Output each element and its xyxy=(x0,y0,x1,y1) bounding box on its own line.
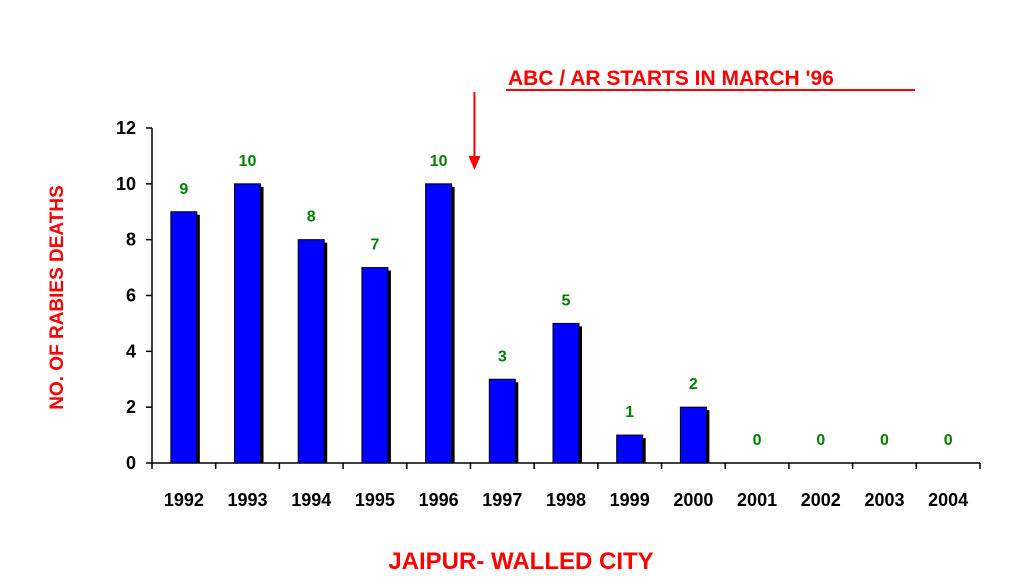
data-label: 8 xyxy=(307,209,316,226)
x-tick-label: 1997 xyxy=(482,490,522,510)
bar xyxy=(552,322,580,464)
data-label: 5 xyxy=(562,292,571,309)
bar xyxy=(234,183,262,464)
bar xyxy=(488,378,516,464)
x-tick-label: 1992 xyxy=(164,490,204,510)
x-tick-label: 2002 xyxy=(801,490,841,510)
data-label: 0 xyxy=(944,432,953,449)
data-label: 9 xyxy=(179,181,188,198)
annotation-arrow-head xyxy=(468,156,481,170)
x-ticks: 1992 1993 1994 1995 1996 1997 1998 1999 2000 2001… xyxy=(151,463,981,510)
x-tick-label: 2003 xyxy=(864,490,904,510)
x-tick-label: 1993 xyxy=(228,490,268,510)
y-tick-label: 0 xyxy=(126,453,136,473)
data-label: 3 xyxy=(498,348,507,365)
bar xyxy=(170,211,198,464)
y-ticks: 0 2 4 6 8 10 12 xyxy=(116,118,152,473)
data-label: 0 xyxy=(753,432,762,449)
bar xyxy=(679,406,707,464)
data-label: 0 xyxy=(816,432,825,449)
x-tick-label: 1998 xyxy=(546,490,586,510)
y-tick-label: 2 xyxy=(126,397,136,417)
y-tick-label: 8 xyxy=(126,230,136,250)
data-label: 10 xyxy=(430,153,448,170)
x-tick-label: 2000 xyxy=(673,490,713,510)
y-tick-label: 12 xyxy=(116,118,136,138)
y-axis-title: NO. OF RABIES DEATHS xyxy=(47,185,68,410)
data-label: 0 xyxy=(880,432,889,449)
data-label: 1 xyxy=(625,404,634,421)
x-tick-label: 1999 xyxy=(610,490,650,510)
bar xyxy=(425,183,453,464)
y-tick-label: 6 xyxy=(126,286,136,306)
y-tick-label: 4 xyxy=(126,341,136,361)
annotation-text: ABC / AR STARTS IN MARCH '96 xyxy=(508,67,834,90)
data-label: 10 xyxy=(239,153,257,170)
x-tick-label: 2001 xyxy=(737,490,777,510)
x-axis-title: JAIPUR- WALLED CITY xyxy=(388,548,653,575)
data-label: 7 xyxy=(370,237,379,254)
x-tick-label: 1996 xyxy=(419,490,459,510)
y-tick-label: 10 xyxy=(116,174,136,194)
x-tick-label: 2004 xyxy=(928,490,968,510)
bar xyxy=(297,239,325,464)
data-label: 2 xyxy=(689,376,698,393)
x-tick-label: 1995 xyxy=(355,490,395,510)
bar xyxy=(361,267,389,464)
annotation: ABC / AR STARTS IN MARCH '96 xyxy=(468,67,915,170)
x-tick-label: 1994 xyxy=(291,490,331,510)
bars xyxy=(170,183,710,464)
bar xyxy=(616,434,644,464)
data-labels: 9 10 8 7 10 3 5 1 2 0 0 0 0 xyxy=(179,153,952,449)
